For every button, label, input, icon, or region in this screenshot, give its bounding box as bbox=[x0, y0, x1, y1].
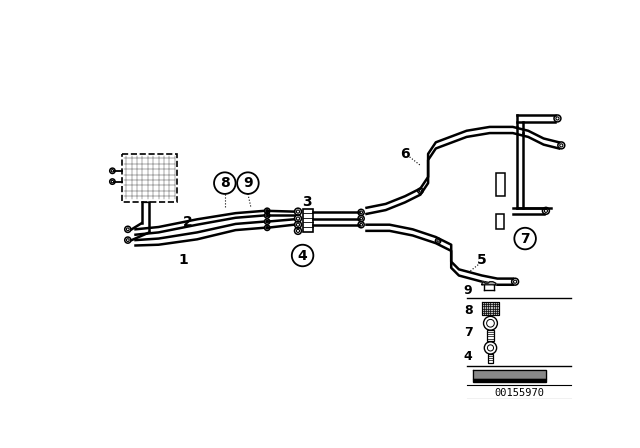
Polygon shape bbox=[482, 282, 496, 285]
Bar bbox=[496, 173, 505, 196]
Text: 9: 9 bbox=[243, 176, 253, 190]
Text: 8: 8 bbox=[464, 304, 472, 317]
Bar bbox=[303, 209, 312, 233]
Bar bbox=[122, 154, 177, 202]
Text: 7: 7 bbox=[464, 326, 472, 339]
Polygon shape bbox=[482, 302, 499, 315]
Text: 5: 5 bbox=[477, 253, 487, 267]
Text: 9: 9 bbox=[464, 284, 472, 297]
Text: 7: 7 bbox=[520, 232, 530, 246]
Bar bbox=[496, 214, 504, 229]
Polygon shape bbox=[473, 370, 546, 379]
Text: 8: 8 bbox=[220, 176, 230, 190]
Bar bbox=[488, 330, 493, 341]
Text: 3: 3 bbox=[301, 194, 311, 209]
Text: 4: 4 bbox=[298, 249, 307, 263]
Text: 2: 2 bbox=[183, 215, 193, 228]
Text: 4: 4 bbox=[464, 350, 472, 363]
Circle shape bbox=[515, 228, 536, 250]
Text: 1: 1 bbox=[179, 253, 188, 267]
Polygon shape bbox=[473, 379, 546, 382]
Circle shape bbox=[214, 172, 236, 194]
Text: 6: 6 bbox=[400, 147, 410, 161]
Circle shape bbox=[237, 172, 259, 194]
Circle shape bbox=[292, 245, 314, 266]
Text: 00155970: 00155970 bbox=[494, 388, 544, 397]
Bar bbox=[488, 354, 493, 363]
